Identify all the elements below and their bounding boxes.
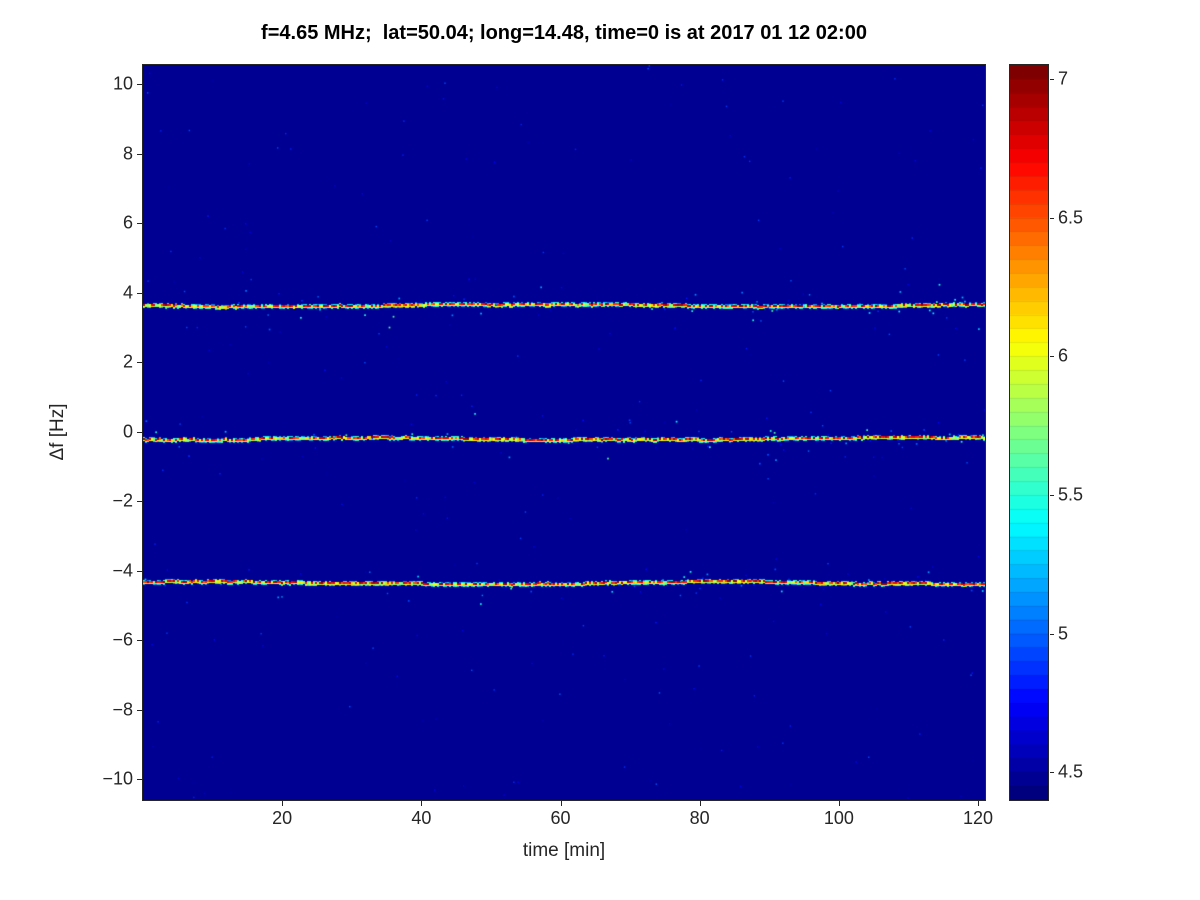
y-tick-mark bbox=[137, 501, 142, 503]
colorbar-tick-mark bbox=[1050, 356, 1054, 358]
y-tick-label: −6 bbox=[112, 629, 133, 650]
colorbar-tick-mark bbox=[1050, 494, 1054, 496]
x-tick-label: 40 bbox=[411, 808, 432, 828]
y-tick-label: −2 bbox=[112, 490, 133, 511]
x-tick-mark bbox=[838, 801, 840, 806]
colorbar-tick-label: 5 bbox=[1058, 623, 1069, 644]
x-tick-label: 60 bbox=[550, 808, 571, 828]
x-tick-label: 80 bbox=[689, 808, 710, 828]
x-tick-mark bbox=[978, 801, 980, 806]
x-tick-mark bbox=[699, 801, 701, 806]
colorbar-tick-mark bbox=[1050, 772, 1054, 774]
y-tick-label: 6 bbox=[122, 212, 133, 233]
plot-area bbox=[142, 64, 986, 801]
colorbar-tick-label: 4.5 bbox=[1058, 761, 1084, 782]
y-tick-mark bbox=[137, 709, 142, 711]
x-tick-label: 100 bbox=[823, 808, 854, 828]
y-tick-mark bbox=[137, 570, 142, 572]
y-tick-mark bbox=[137, 779, 142, 781]
y-tick-label: −10 bbox=[102, 768, 133, 789]
colorbar bbox=[1009, 64, 1049, 801]
colorbar-tick-label: 5.5 bbox=[1058, 484, 1084, 505]
colorbar-tick-mark bbox=[1050, 633, 1054, 635]
y-tick-label: −4 bbox=[112, 560, 133, 581]
colorbar-tick-mark bbox=[1050, 78, 1054, 80]
y-tick-label: −8 bbox=[112, 699, 133, 720]
y-tick-label: 4 bbox=[122, 282, 133, 303]
y-tick-label: 0 bbox=[122, 421, 133, 442]
y-tick-mark bbox=[137, 84, 142, 86]
y-tick-mark bbox=[137, 223, 142, 225]
x-axis-label: time [min] bbox=[522, 840, 606, 861]
x-tick-mark bbox=[282, 801, 284, 806]
x-tick-label: 120 bbox=[963, 808, 994, 828]
y-tick-mark bbox=[137, 431, 142, 433]
colorbar-tick-label: 6.5 bbox=[1058, 207, 1084, 228]
colorbar-tick-mark bbox=[1050, 217, 1054, 219]
x-tick-label: 20 bbox=[272, 808, 293, 828]
y-tick-label: 2 bbox=[122, 351, 133, 372]
chart-title: f=4.65 MHz; lat=50.04; long=14.48, time=… bbox=[261, 22, 867, 44]
y-tick-mark bbox=[137, 640, 142, 642]
y-tick-mark bbox=[137, 153, 142, 155]
colorbar-tick-label: 7 bbox=[1058, 68, 1069, 89]
colorbar-canvas bbox=[1010, 65, 1048, 800]
heatmap-canvas bbox=[143, 65, 985, 800]
y-tick-label: 8 bbox=[122, 143, 133, 164]
y-tick-mark bbox=[137, 292, 142, 294]
y-tick-mark bbox=[137, 362, 142, 364]
y-tick-label: 10 bbox=[112, 73, 133, 94]
x-tick-mark bbox=[421, 801, 423, 806]
colorbar-tick-label: 6 bbox=[1058, 345, 1069, 366]
x-tick-mark bbox=[560, 801, 562, 806]
